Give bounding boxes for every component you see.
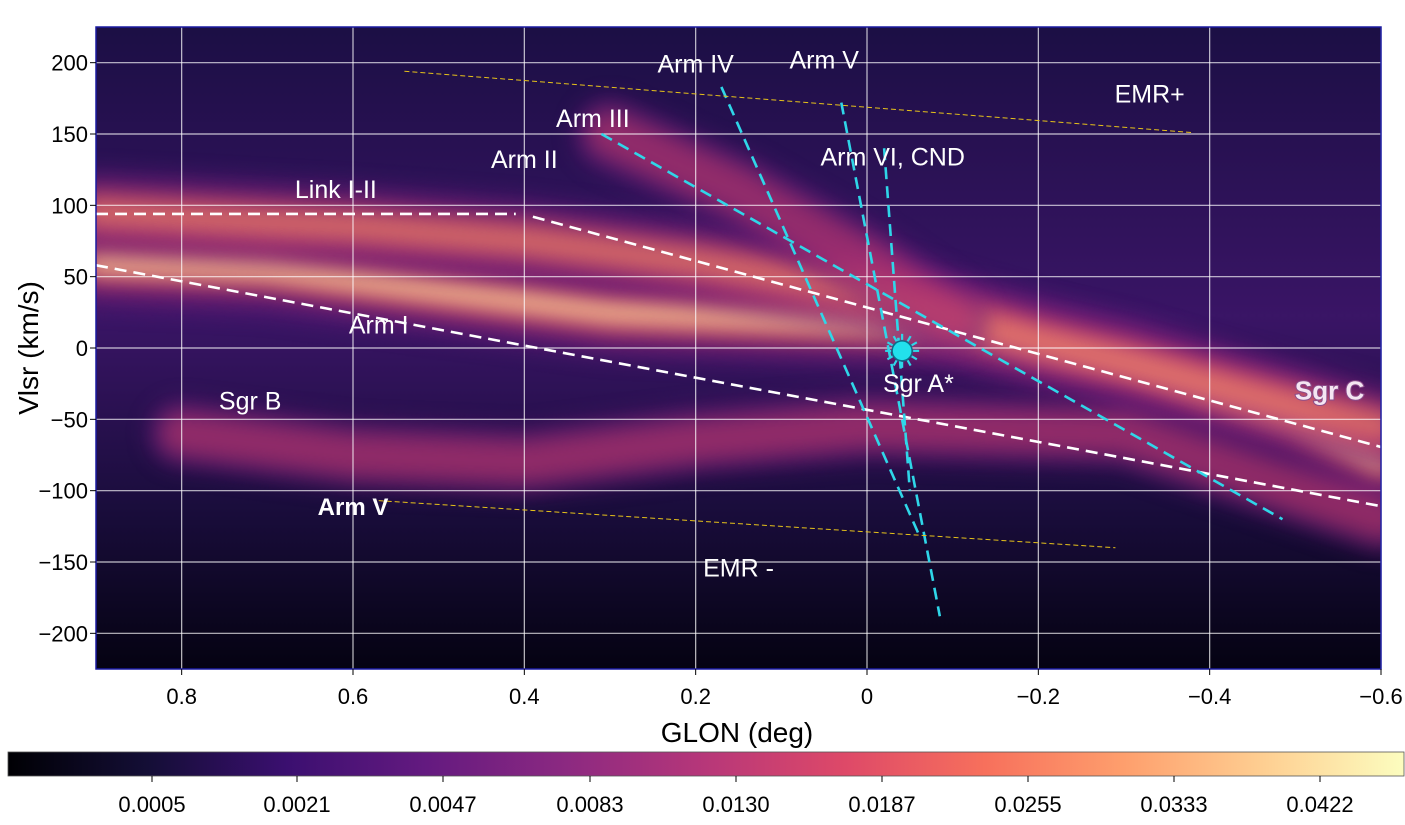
annotation-sgr-a: Sgr A* [883,370,954,398]
x-tick-label: −0.6 [1359,684,1402,709]
annotation-sgr-b: Sgr B [219,387,282,415]
colorbar-tick-label: 0.0422 [1286,792,1353,817]
y-tick-label: −50 [51,407,88,432]
x-tick-label: 0.2 [680,684,711,709]
x-tick-label: 0.8 [166,684,197,709]
overlay-line-link-i-ii-continuation [532,215,1381,449]
marker-ray [911,341,918,347]
marker-ray [911,355,918,361]
annotation-sgr-c: Sgr C [1295,375,1365,405]
overlay-line-arm-i [96,263,1381,508]
marker-ray [892,359,898,367]
overlay-line-arm-iv [720,86,920,534]
colorbar-tick-label: 0.0083 [556,792,623,817]
annotation-link-i-ii: Link I-II [295,176,377,204]
annotation-labels: Arm IV Arm V EMR+ Arm III Arm II Arm VI, CND L… [219,46,1366,582]
overlay-line-arm-vi-cnd [882,148,912,491]
overlay-line-arm-v [840,102,942,617]
y-tick-label: −100 [38,479,88,504]
overlay-line-emr- [404,70,1193,134]
marker-ray [892,335,898,342]
colorbar [7,751,1405,777]
overlay-line-emr- [378,500,1116,549]
annotation-emr: EMR+ [1115,81,1185,109]
y-tick-label: −200 [38,621,88,646]
marker-ray [906,359,912,367]
y-axis-ticks: −200 −150 −100 −50 0 50 100 150 200 [38,51,96,646]
annotation-arm-v: Arm V [318,494,389,521]
annotation-arm-iv: Arm IV [657,51,734,79]
annotation-emr: EMR - [703,554,774,582]
sgr-a-star-marker [885,333,920,368]
marker-core [891,340,913,362]
x-tick-label: 0 [861,684,873,709]
y-tick-label: 200 [51,51,88,76]
arm-overlay-lines [96,70,1381,617]
x-tick-label: 0.4 [509,684,540,709]
y-tick-label: −150 [38,550,88,575]
marker-ray [906,335,912,342]
y-axis-label: Vlsr (km/s) [13,281,44,415]
annotation-arm-ii: Arm II [491,146,558,174]
x-axis-ticks: 0.8 0.6 0.4 0.2 0 −0.2 −0.4 −0.6 [166,669,1403,709]
colorbar-tick-label: 0.0187 [848,792,915,817]
markers [885,333,920,368]
x-tick-label: 0.6 [338,684,369,709]
colorbar-tick-label: 0.0255 [994,792,1061,817]
x-tick-label: −0.2 [1017,684,1060,709]
colorbar-tick-label: 0.0333 [1140,792,1207,817]
colorbar-tick-label: 0.0130 [702,792,769,817]
colorbar-tick-label: 0.0005 [118,792,185,817]
colorbar-tick-label: 0.0021 [263,792,330,817]
marker-ray [886,341,894,347]
y-tick-label: 100 [51,193,88,218]
annotation-arm-iii: Arm III [556,105,630,133]
colorbar-ticks: 0.0005 0.0021 0.0047 0.0083 0.0130 0.0187 0.02… [118,776,1354,817]
y-tick-label: 150 [51,122,88,147]
annotation-arm-vi-cnd: Arm VI, CND [820,143,964,171]
annotation-arm-i: Arm I [349,312,409,340]
overlay-line-arm-iii [600,132,1284,521]
x-axis-label: GLON (deg) [661,717,814,748]
x-tick-label: −0.4 [1188,684,1231,709]
annotation-arm-v: Arm V [789,46,859,74]
colorbar-tick-label: 0.0047 [409,792,476,817]
y-tick-label: 50 [64,265,88,290]
marker-ray [886,355,894,361]
y-tick-label: 0 [76,336,88,361]
